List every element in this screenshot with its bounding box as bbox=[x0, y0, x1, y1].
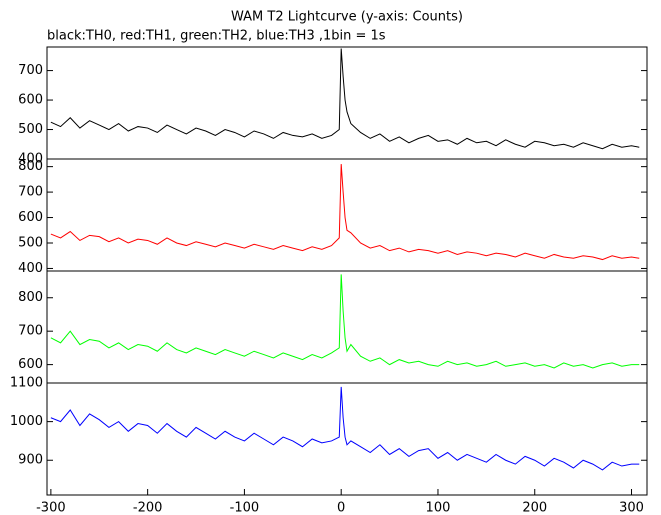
y-tick-label: 700 bbox=[18, 324, 43, 339]
y-tick-label: 600 bbox=[18, 210, 43, 225]
x-tick-label: -100 bbox=[230, 501, 260, 515]
y-tick-label: 400 bbox=[18, 152, 43, 167]
y-tick-label: 800 bbox=[18, 159, 43, 174]
y-tick-label: 600 bbox=[18, 357, 43, 372]
data-line bbox=[50, 164, 640, 261]
y-tick-label: 400 bbox=[18, 261, 43, 276]
y-tick-label: 700 bbox=[18, 63, 43, 78]
x-tick-label: 200 bbox=[522, 501, 547, 515]
x-tick-label: 0 bbox=[337, 501, 345, 515]
x-tick-label: -300 bbox=[36, 501, 66, 515]
y-tick-label: 500 bbox=[18, 122, 43, 137]
panel-frame bbox=[46, 46, 648, 160]
x-tick-label: 100 bbox=[426, 501, 451, 515]
x-tick-label: -200 bbox=[133, 501, 163, 515]
data-line bbox=[50, 48, 640, 150]
panel-frame bbox=[46, 158, 648, 272]
y-tick-label: 700 bbox=[18, 185, 43, 200]
y-tick-label: 1000 bbox=[10, 414, 43, 429]
data-line bbox=[50, 274, 640, 369]
y-tick-label: 600 bbox=[18, 93, 43, 108]
data-line bbox=[50, 386, 640, 471]
panel-frame bbox=[46, 382, 648, 496]
y-tick-label: 1100 bbox=[10, 376, 43, 391]
chart-title: WAM T2 Lightcurve (y-axis: Counts) bbox=[231, 10, 463, 25]
y-tick-label: 900 bbox=[18, 453, 43, 468]
chart-subtitle: black:TH0, red:TH1, green:TH2, blue:TH3 … bbox=[47, 29, 386, 44]
y-tick-label: 500 bbox=[18, 236, 43, 251]
x-tick-label: 300 bbox=[619, 501, 644, 515]
y-tick-label: 800 bbox=[18, 290, 43, 305]
